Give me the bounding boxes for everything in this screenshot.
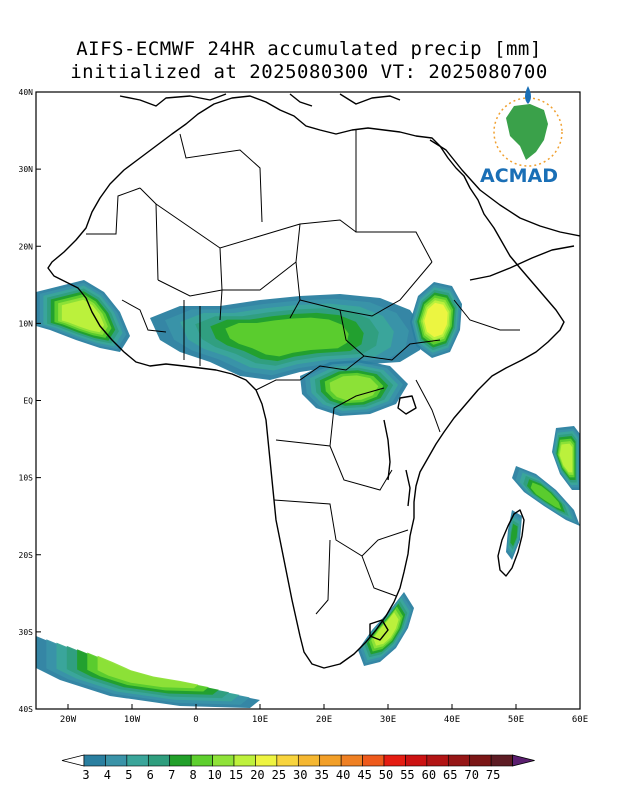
colorbar-swatch — [212, 754, 235, 767]
lon-label: 0 — [193, 715, 198, 725]
lon-label: 10W — [124, 715, 141, 725]
lon-label: 10E — [252, 715, 268, 725]
lake-malawi — [405, 469, 411, 507]
lat-label: 20N — [19, 242, 34, 251]
colorbar-swatch — [426, 754, 449, 767]
colorbar-over-triangle — [512, 754, 535, 767]
colorbar: 3 4 5 6 7 8 10 15 20 25 30 35 40 45 50 55 60 65 70 75 — [61, 754, 535, 782]
colorbar-label: 50 — [379, 768, 393, 782]
colorbar-label: 40 — [336, 768, 350, 782]
lake-victoria — [397, 395, 417, 415]
arabia-south-coast — [469, 245, 575, 281]
colorbar-swatch — [276, 754, 299, 767]
lon-label: 30E — [380, 715, 396, 725]
colorbar-label: 70 — [464, 768, 478, 782]
colorbar-label: 10 — [207, 768, 221, 782]
lat-label: 30S — [19, 628, 34, 637]
madagascar-coastline — [497, 509, 525, 577]
africa-coastline — [47, 95, 565, 669]
colorbar-swatch — [233, 754, 256, 767]
colorbar-swatch — [126, 754, 149, 767]
colorbar-swatch — [469, 754, 492, 767]
lon-label: 60E — [572, 715, 588, 725]
colorbar-label: 6 — [147, 768, 154, 782]
lat-label: EQ — [23, 397, 33, 406]
colorbar-label: 45 — [357, 768, 371, 782]
logo-text: ACMAD — [480, 165, 558, 187]
colorbar-swatch — [83, 754, 106, 767]
title-line-1: AIFS-ECMWF 24HR accumulated precip [mm] — [76, 38, 542, 60]
colorbar-swatch — [147, 754, 171, 767]
precip-madagascar-east — [506, 510, 522, 560]
precip-sahel-rain-belt — [150, 294, 424, 380]
colorbar-label: 3 — [82, 768, 89, 782]
europe-coastline — [119, 93, 401, 107]
lat-label: 20S — [19, 551, 34, 560]
colorbar-swatch — [105, 754, 128, 767]
colorbar-label: 65 — [443, 768, 457, 782]
colorbar-swatch — [297, 754, 321, 767]
country-borders — [86, 130, 520, 615]
axis-labels: 40N 30N 20N 10N EQ 10S 20S 30S 40S 20W 10W 0 10E 20E 3… — [19, 88, 589, 725]
colorbar-swatch — [383, 754, 406, 767]
lon-label: 20E — [316, 715, 332, 725]
colorbar-label: 8 — [190, 768, 197, 782]
lake-tanganyika — [383, 419, 391, 481]
lat-label: 10N — [19, 319, 34, 328]
lat-label: 30N — [19, 165, 34, 174]
precip-mascarene-band — [512, 466, 580, 526]
colorbar-label: 35 — [314, 768, 328, 782]
lon-label: 20W — [60, 715, 77, 725]
precip-layer — [36, 280, 580, 708]
acmad-logo: ACMAD — [480, 86, 563, 187]
colorbar-label: 5 — [125, 768, 132, 782]
colorbar-label: 25 — [272, 768, 286, 782]
precip-east-indian-ocean — [552, 426, 580, 490]
title-line-2: initialized at 2025080300 VT: 2025080700 — [70, 61, 548, 83]
colorbar-swatch — [447, 754, 471, 767]
colorbar-label: 30 — [293, 768, 307, 782]
colorbar-under-triangle — [61, 754, 85, 767]
lon-label: 50E — [508, 715, 524, 725]
precip-congo-basin — [300, 360, 408, 416]
precip-ethiopian-highlands — [410, 282, 462, 358]
colorbar-label: 20 — [250, 768, 264, 782]
arabia-coastline — [429, 139, 580, 237]
lon-label: 40E — [444, 715, 460, 725]
colorbar-swatch — [490, 754, 513, 767]
colorbar-swatch — [362, 754, 385, 767]
colorbar-label: 55 — [400, 768, 414, 782]
lat-label: 40S — [19, 705, 34, 714]
raindrop-icon — [525, 86, 531, 104]
colorbar-swatch — [169, 754, 192, 767]
colorbar-swatch — [190, 754, 213, 767]
africa-logo-icon — [506, 104, 548, 160]
colorbar-swatch — [319, 754, 342, 767]
colorbar-swatch — [405, 754, 428, 767]
colorbar-swatch — [255, 754, 278, 767]
coastlines — [47, 93, 580, 669]
precip-southwest-storm-band — [36, 636, 260, 708]
precip-west-atlantic-band — [36, 280, 130, 352]
lat-label: 40N — [19, 88, 34, 97]
precip-south-africa-east-coast — [358, 592, 414, 666]
colorbar-label: 4 — [104, 768, 111, 782]
colorbar-label: 15 — [229, 768, 243, 782]
colorbar-label: 60 — [422, 768, 436, 782]
colorbar-swatch — [340, 754, 363, 767]
lesotho-border — [369, 619, 389, 641]
colorbar-label: 75 — [486, 768, 500, 782]
lat-label: 10S — [19, 474, 34, 483]
colorbar-label: 7 — [168, 768, 175, 782]
